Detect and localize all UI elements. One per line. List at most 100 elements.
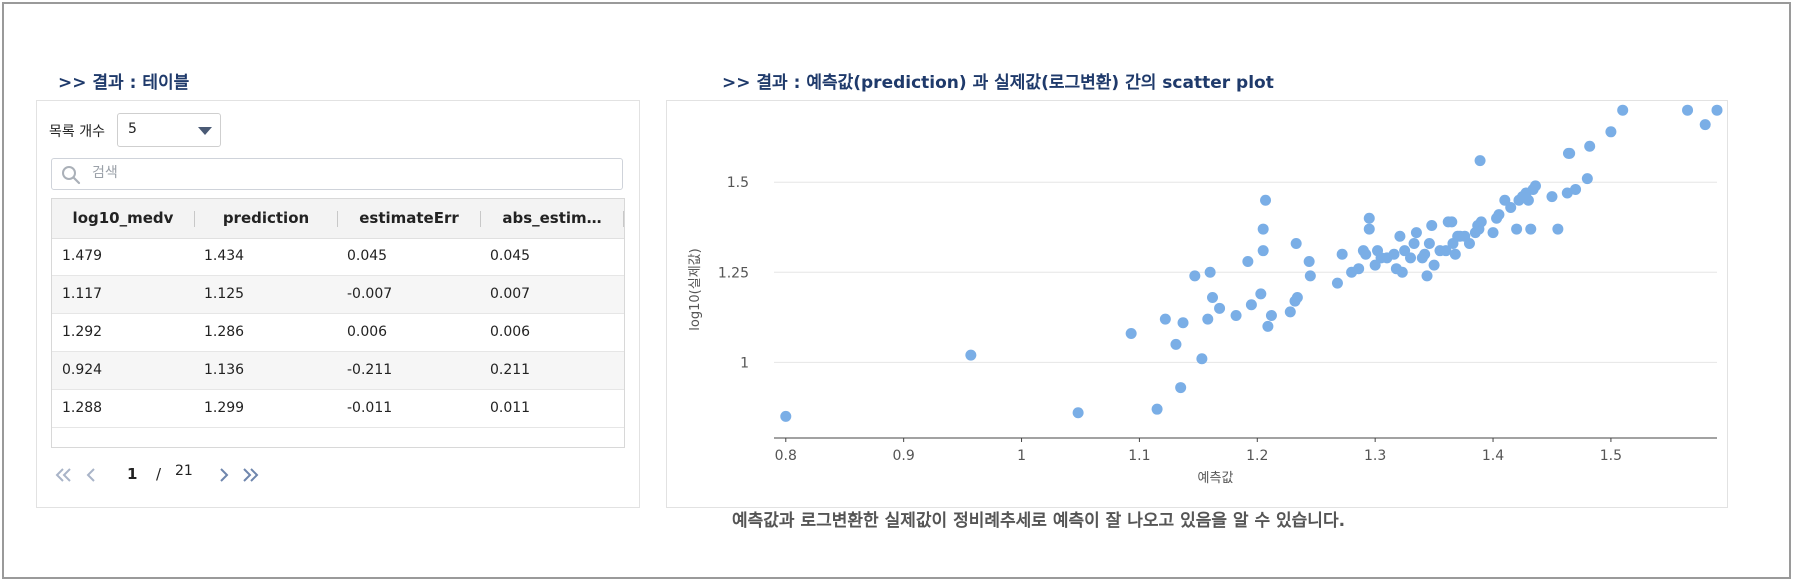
scatter-point [1290, 237, 1302, 249]
scatter-point [1699, 119, 1711, 131]
scatter-point [1170, 338, 1182, 350]
table-section-title: >> 결과 : 테이블 [58, 73, 190, 93]
prev-page-icon[interactable] [81, 463, 103, 487]
table-panel: 목록 개수 5 log10_medv prediction estimateEr… [36, 100, 640, 508]
scatter-point [1487, 227, 1499, 239]
scatter-point [1428, 259, 1440, 271]
scatter-point [1265, 310, 1277, 322]
scatter-point [1440, 245, 1452, 257]
table-row[interactable]: 1.292 1.286 0.006 0.006 [52, 314, 624, 352]
scatter-point [1474, 155, 1486, 167]
table-cell: -0.007 [347, 286, 393, 302]
scatter-point [1196, 353, 1208, 365]
scatter-point [1446, 216, 1458, 228]
table-cell: 1.292 [62, 324, 103, 340]
conclusion-text: 예측값과 로그변환한 실제값이 정비례추세로 예측이 잘 나오고 있음을 알 수… [732, 511, 1346, 531]
scatter-point [1426, 219, 1438, 231]
table-row[interactable]: 1.117 1.125 -0.007 0.007 [52, 276, 624, 314]
column-separator [623, 211, 624, 227]
column-header-estimate-err[interactable]: estimateErr [359, 209, 459, 227]
table-cell: 1.125 [204, 286, 245, 302]
first-page-icon[interactable] [53, 463, 75, 487]
x-tick-label: 1.4 [1482, 448, 1504, 464]
scatter-point [1177, 317, 1189, 329]
scatter-point [1291, 292, 1303, 304]
x-tick-label: 0.9 [893, 448, 915, 464]
table-cell: -0.011 [347, 400, 393, 416]
scatter-point [780, 410, 792, 422]
column-separator [194, 211, 195, 227]
table-cell: 1.479 [62, 248, 103, 264]
scatter-point [1423, 237, 1435, 249]
total-pages: 21 [175, 463, 193, 479]
scatter-point [1584, 140, 1596, 152]
scatter-point [1189, 270, 1201, 282]
table-row[interactable]: 0.924 1.136 -0.211 0.211 [52, 352, 624, 390]
page-separator: / [156, 465, 162, 483]
scatter-point [1151, 403, 1163, 415]
table-row[interactable]: 1.479 1.434 0.045 0.045 [52, 238, 624, 276]
scatter-point [1525, 223, 1537, 235]
x-tick-label: 1.1 [1128, 448, 1150, 464]
table-cell: 0.006 [490, 324, 531, 340]
scatter-point [1388, 248, 1400, 260]
scatter-point [1421, 270, 1433, 282]
page-size-select[interactable]: 5 [117, 113, 221, 147]
scatter-point [1255, 288, 1267, 300]
x-tick-label: 1.5 [1600, 448, 1622, 464]
scatter-point [1331, 277, 1343, 289]
search-box [51, 158, 623, 190]
chart-panel: 1 1.25 1.5 0.8 0.9 1 1.1 1.2 1.3 1.4 1.5 예측값 log10(실… [666, 100, 1728, 508]
scatter-point [1125, 328, 1137, 340]
scatter-point [1564, 147, 1576, 159]
scatter-point [1493, 209, 1505, 221]
table-cell: 0.045 [490, 248, 531, 264]
column-header-prediction[interactable]: prediction [222, 209, 310, 227]
scatter-point [1304, 270, 1316, 282]
scatter-point [1363, 223, 1375, 235]
scatter-point [1449, 248, 1461, 260]
column-header-log10-medv[interactable]: log10_medv [72, 209, 174, 227]
table-row[interactable]: 1.288 1.299 -0.011 0.011 [52, 390, 624, 428]
search-input[interactable] [92, 159, 612, 187]
table-cell: 0.006 [347, 324, 388, 340]
scatter-point [1546, 191, 1558, 203]
page-size-label: 목록 개수 [49, 124, 105, 140]
scatter-point [1561, 187, 1573, 199]
scatter-point [1396, 266, 1408, 278]
table-cell: 1.434 [204, 248, 245, 264]
next-page-icon[interactable] [213, 463, 235, 487]
scatter-point [1394, 230, 1406, 242]
scatter-point [1284, 306, 1296, 318]
y-tick-label: 1.5 [727, 175, 749, 191]
scatter-point [1581, 173, 1593, 185]
scatter-point [1463, 237, 1475, 249]
table-cell: 1.299 [204, 400, 245, 416]
scatter-point [1529, 180, 1541, 192]
table-cell: 1.286 [204, 324, 245, 340]
y-axis-title: log10(실제값) [688, 248, 703, 330]
scatter-point [1570, 183, 1582, 195]
y-tick-label: 1 [740, 355, 749, 371]
scatter-point [1260, 194, 1272, 206]
table-cell: 0.045 [347, 248, 388, 264]
table-cell: -0.211 [347, 362, 393, 378]
x-tick-label: 1.3 [1364, 448, 1386, 464]
chevron-down-icon [198, 127, 212, 135]
scatter-point [1605, 126, 1617, 138]
scatter-point [1360, 248, 1372, 260]
search-icon [62, 166, 81, 185]
scatter-point [1505, 201, 1517, 213]
scatter-point [1230, 310, 1242, 322]
table-cell: 0.924 [62, 362, 103, 378]
scatter-point [1363, 212, 1375, 224]
table-cell: 0.007 [490, 286, 531, 302]
column-header-abs-estimate-err[interactable]: abs_estim… [502, 209, 602, 227]
scatter-point [1303, 255, 1315, 267]
scatter-point [1511, 223, 1523, 235]
last-page-icon[interactable] [239, 463, 261, 487]
column-separator [480, 211, 481, 227]
table-cell: 1.117 [62, 286, 103, 302]
x-tick-label: 0.8 [775, 448, 797, 464]
current-page: 1 [127, 465, 138, 483]
